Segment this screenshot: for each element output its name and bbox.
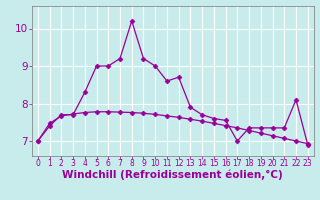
- X-axis label: Windchill (Refroidissement éolien,°C): Windchill (Refroidissement éolien,°C): [62, 170, 283, 180]
